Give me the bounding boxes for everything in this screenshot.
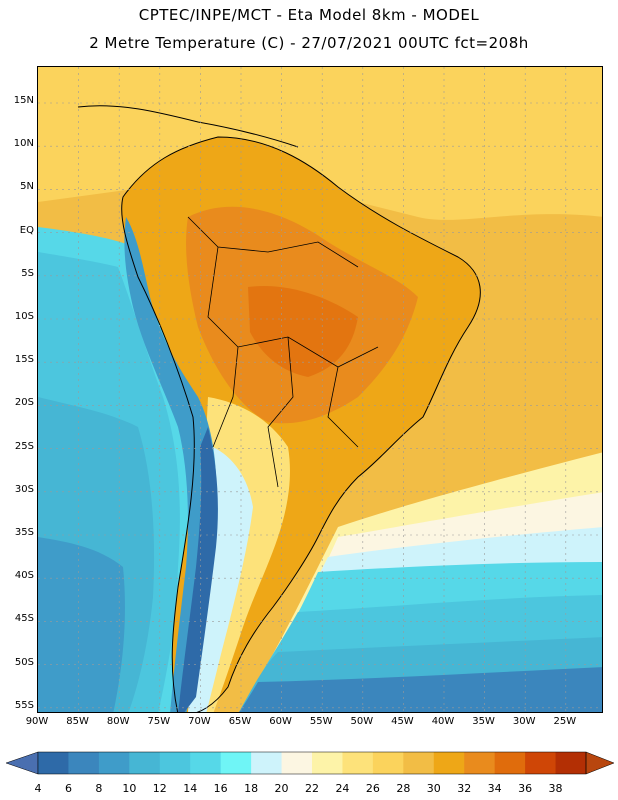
latitude-label: 5N [20, 181, 34, 193]
colorbar-swatch [38, 752, 69, 774]
longitude-label: 55W [309, 716, 333, 727]
colorbar-outline [37, 751, 587, 775]
temperature-colorbar: 4 6 8 10 12 14 16 18 20 22 24 26 28 30 32 34 36 38 [0, 748, 618, 800]
longitude-label: 80W [106, 716, 130, 727]
colorbar-label: 26 [365, 782, 380, 795]
colorbar-swatch [281, 752, 313, 774]
colorbar-label: 12 [152, 782, 167, 795]
colorbar-label: 24 [335, 782, 350, 795]
latitude-label: 50S [14, 656, 34, 668]
longitude-label: 50W [350, 716, 374, 727]
longitude-label: 90W [25, 716, 49, 727]
colorbar-label: 30 [426, 782, 441, 795]
latitude-label: 5S [21, 267, 34, 279]
colorbar-label: 16 [213, 782, 228, 795]
colorbar-label: 6 [64, 782, 72, 795]
colorbar-swatch [129, 752, 161, 774]
latitude-label: 15S [14, 354, 34, 366]
latitude-label: 45S [14, 613, 34, 625]
latitude-label: EQ [19, 224, 34, 236]
colorbar-label: 14 [183, 782, 198, 795]
map-title-line-1: CPTEC/INPE/MCT - Eta Model 8km - MODEL [138, 6, 480, 24]
colorbar-label: 36 [518, 782, 533, 795]
colorbar-swatch [433, 752, 465, 774]
colorbar-swatch [190, 752, 222, 774]
colorbar-swatch [98, 752, 130, 774]
longitude-label: 40W [431, 716, 455, 727]
colorbar-label: 38 [548, 782, 563, 795]
longitude-label: 35W [472, 716, 495, 727]
colorbar-label: 28 [396, 782, 411, 795]
longitude-label: 45W [391, 716, 414, 727]
colorbar-swatch [494, 752, 526, 774]
latitude-label: 35S [14, 527, 34, 538]
colorbar-swatch [372, 752, 404, 774]
map-title-line-2: 2 Metre Temperature (C) - 27/07/2021 00U… [89, 34, 529, 52]
latitude-label: 15N [13, 95, 34, 106]
colorbar-label: 20 [274, 782, 289, 795]
colorbar-label: 10 [122, 782, 137, 795]
longitude-label: 65W [228, 716, 252, 727]
latitude-label: 10S [14, 311, 34, 322]
longitude-label: 30W [512, 716, 536, 727]
latitude-label: 55S [14, 699, 34, 711]
colorbar-swatch [312, 752, 343, 774]
longitude-label: 85W [66, 716, 89, 727]
colorbar-low-arrow [5, 751, 39, 775]
colorbar-label: 34 [487, 782, 502, 795]
colorbar-swatch [220, 752, 252, 774]
colorbar-swatch [525, 752, 557, 774]
latitude-label: 10N [13, 138, 34, 150]
longitude-label: 60W [269, 716, 292, 727]
colorbar-label: 32 [457, 782, 472, 795]
colorbar-swatch [555, 752, 587, 774]
latitude-label: 40S [14, 570, 34, 582]
colorbar-swatch [403, 752, 435, 774]
latitude-label: 20S [14, 397, 34, 409]
colorbar-label: 22 [305, 782, 319, 795]
longitude-label: 25W [553, 716, 577, 727]
colorbar-label: 4 [34, 782, 42, 795]
latitude-label: 30S [14, 483, 34, 495]
map-gridlines [38, 67, 602, 712]
colorbar-swatch [251, 752, 283, 774]
colorbar-swatches [5, 751, 615, 775]
colorbar-swatch [68, 752, 100, 774]
colorbar-swatch [464, 752, 496, 774]
colorbar-swatch [159, 752, 191, 774]
colorbar-high-arrow [585, 751, 615, 775]
colorbar-label: 8 [95, 782, 103, 795]
temperature-field [38, 67, 602, 712]
temperature-map [37, 66, 603, 713]
longitude-label: 75W [147, 716, 171, 727]
colorbar-label: 18 [244, 782, 259, 795]
longitude-label: 70W [188, 716, 211, 727]
colorbar-swatch [342, 752, 374, 774]
latitude-label: 25S [14, 440, 34, 452]
